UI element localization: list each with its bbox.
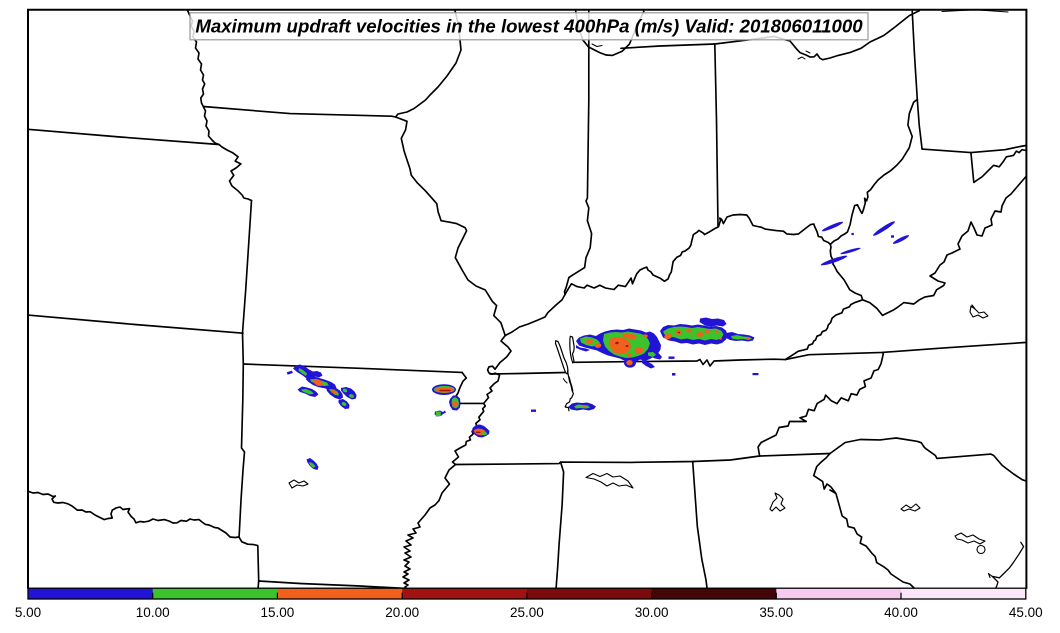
svg-text:10.00: 10.00 [136, 605, 170, 620]
svg-text:Maximum updraft velocities in: Maximum updraft velocities in the lowest… [195, 16, 863, 37]
svg-text:5.00: 5.00 [15, 605, 41, 620]
svg-text:20.00: 20.00 [385, 605, 419, 620]
svg-text:30.00: 30.00 [635, 605, 669, 620]
svg-text:15.00: 15.00 [261, 605, 295, 620]
svg-text:45.00: 45.00 [1009, 605, 1043, 620]
svg-text:40.00: 40.00 [884, 605, 918, 620]
svg-text:25.00: 25.00 [510, 605, 544, 620]
svg-text:35.00: 35.00 [759, 605, 793, 620]
